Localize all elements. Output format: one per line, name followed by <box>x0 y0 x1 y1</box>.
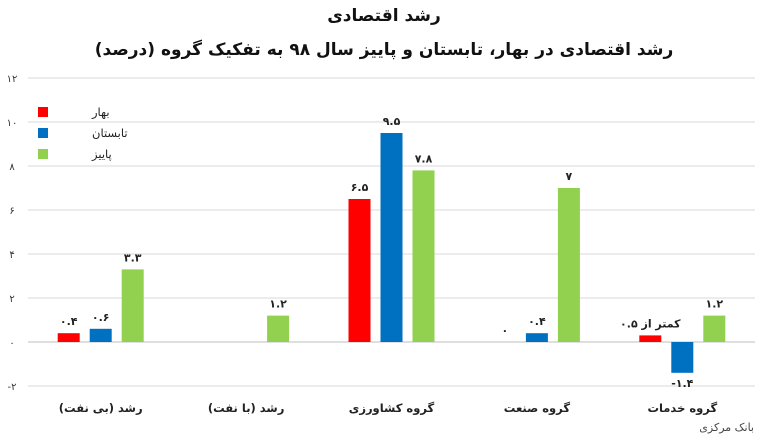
data-label: ۰ <box>502 324 509 337</box>
y-tick-label: ۴ <box>9 250 14 261</box>
bar <box>57 333 80 342</box>
y-tick-label: ۸ <box>9 162 15 173</box>
y-tick-label: ۱۲ <box>7 74 18 85</box>
data-label: ۷.۸ <box>415 152 433 165</box>
legend-swatch <box>38 128 48 138</box>
bar <box>639 335 662 342</box>
bar <box>525 333 548 342</box>
category-label: رشد (با نفت) <box>208 401 285 415</box>
data-label: ۰.۴ <box>60 315 78 328</box>
data-label: ۷ <box>566 170 573 183</box>
bar <box>348 199 371 342</box>
y-tick-label: ۶ <box>9 206 14 217</box>
y-tick-label: ۱۰ <box>7 118 18 129</box>
y-tick-label: -۲ <box>8 382 17 393</box>
chart-subtitle: رشد اقتصادی در بهار، تابستان و پاییز سال… <box>94 40 674 60</box>
chart-title: رشد اقتصادی <box>327 6 441 26</box>
data-label: ۱.۲ <box>269 298 287 311</box>
legend-label: بهار <box>91 105 110 120</box>
category-label: گروه خدمات <box>647 401 717 416</box>
category-label: گروه کشاورزی <box>349 401 435 416</box>
data-label: کمتر از ۰.۵ <box>620 317 681 330</box>
bar <box>267 315 290 342</box>
category-label: رشد (بی نفت) <box>59 401 143 415</box>
legend-label: تابستان <box>92 126 128 140</box>
data-label: ۰.۶ <box>92 311 110 324</box>
legend-swatch <box>38 107 48 117</box>
data-label: ۹.۵ <box>383 115 401 128</box>
data-label: ۰.۴ <box>528 315 546 328</box>
y-tick-label: ۲ <box>9 294 14 305</box>
bar <box>703 315 726 342</box>
legend-label: پاییز <box>91 147 112 162</box>
bar <box>671 342 694 373</box>
bar <box>380 133 403 342</box>
data-label: ۶.۵ <box>351 181 369 194</box>
bar <box>412 170 435 342</box>
y-tick-label: ۰ <box>9 338 14 349</box>
data-label: ۳.۳ <box>124 251 142 264</box>
bar <box>121 269 144 342</box>
legend-swatch <box>38 149 48 159</box>
source-label: بانک مرکزی <box>699 421 754 434</box>
bar <box>557 188 580 342</box>
data-label: ۱.۲ <box>705 298 723 311</box>
bar <box>89 328 112 342</box>
category-label: گروه صنعت <box>504 401 571 416</box>
data-label: -۱.۴ <box>671 377 693 390</box>
